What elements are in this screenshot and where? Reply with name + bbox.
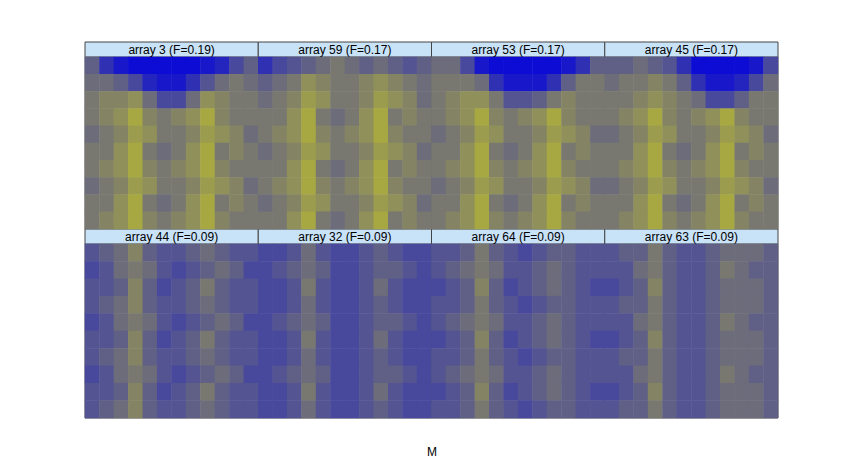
svg-text:array 3 (F=0.19): array 3 (F=0.19) — [128, 43, 214, 57]
svg-text:array 59 (F=0.17): array 59 (F=0.17) — [298, 43, 391, 57]
svg-text:array 64 (F=0.09): array 64 (F=0.09) — [472, 230, 565, 244]
svg-text:array 53 (F=0.17): array 53 (F=0.17) — [472, 43, 565, 57]
svg-text:array 63 (F=0.09): array 63 (F=0.09) — [645, 230, 738, 244]
svg-text:array 44 (F=0.09): array 44 (F=0.09) — [125, 230, 218, 244]
svg-text:M: M — [427, 445, 437, 459]
svg-text:array 32 (F=0.09): array 32 (F=0.09) — [298, 230, 391, 244]
svg-text:array 45 (F=0.17): array 45 (F=0.17) — [645, 43, 738, 57]
